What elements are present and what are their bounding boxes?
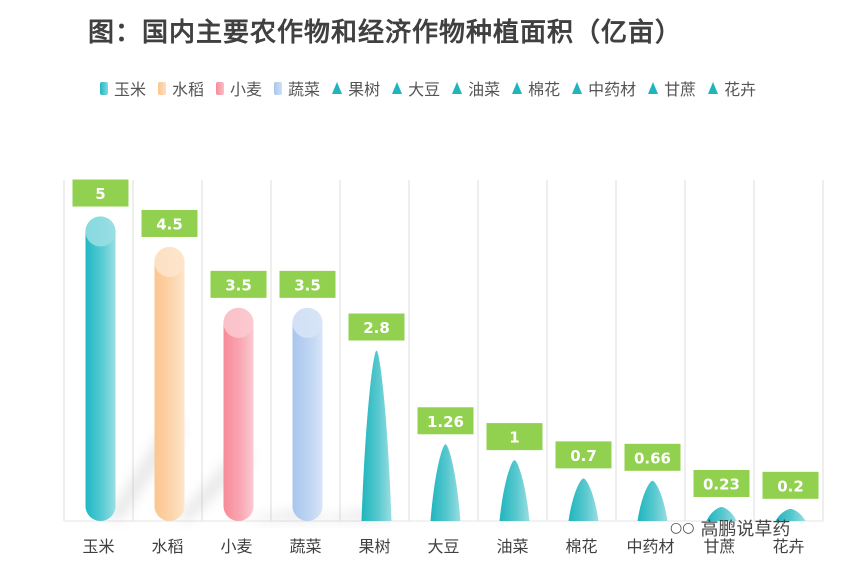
watermark-text: 高鹏说草药 [700,519,791,540]
x-tick-label: 甘蔗 [703,537,735,556]
data-label: 0.23 [703,475,740,493]
legend-item[interactable]: 棉花 [512,76,560,100]
legend-item[interactable]: 玉米 [100,76,146,100]
legend-item[interactable]: 花卉 [708,76,756,100]
legend-swatch [100,81,108,95]
x-tick-label: 棉花 [565,537,597,556]
legend-triangle-marker [572,82,583,94]
bar [637,480,668,521]
legend-triangle-marker [648,82,659,94]
bar-top-cap [154,246,185,277]
legend-item[interactable]: 果树 [332,76,380,100]
watermark: ○○ 高鹏说草药 [670,515,790,541]
data-label-box [486,423,543,451]
data-label: 3.5 [294,276,321,294]
data-label: 3.5 [225,276,252,294]
legend-swatch [158,81,167,95]
legend-label: 棉花 [528,80,561,99]
bar [292,307,323,521]
legend-item[interactable]: 水稻 [158,76,204,100]
bar [361,350,392,521]
legend-label: 玉米 [114,80,147,99]
legend-label: 中药材 [588,80,637,99]
legend-label: 水稻 [172,80,205,99]
x-tick-label: 中药材 [626,537,674,556]
legend-triangle-marker [512,82,523,94]
x-tick-label: 玉米 [82,537,114,556]
data-label-box [210,270,267,298]
legend-item[interactable]: 小麦 [216,76,262,100]
bar [85,216,116,522]
bar [568,478,599,521]
data-label-box [72,179,129,207]
legend-item[interactable]: 甘蔗 [648,76,696,100]
data-label: 4.5 [156,215,183,233]
legend-item[interactable]: 大豆 [392,76,440,100]
legend-item[interactable]: 蔬菜 [274,76,320,100]
data-label-box [762,471,819,499]
wechat-icon: ○○ [670,520,695,536]
data-label: 0.7 [570,447,597,465]
legend-triangle-marker [452,82,463,94]
bar [223,307,254,521]
chart-title: 图：国内主要农作物和经济作物种植面积（亿亩） [88,18,683,48]
data-label-box [279,270,336,298]
legend-item[interactable]: 中药材 [572,76,636,100]
legend-triangle-marker [392,82,403,94]
data-label: 2.8 [363,319,390,337]
legend-swatch [274,81,283,95]
legend-label: 小麦 [230,80,263,99]
bar-top-cap [85,216,116,247]
legend-triangle-marker [332,82,343,94]
data-label: 0.66 [634,449,671,467]
x-tick-label: 花卉 [772,537,804,556]
data-label-box [417,407,474,435]
bar [706,506,737,521]
data-label: 1.26 [427,413,464,431]
legend-label: 大豆 [408,80,441,99]
legend-item[interactable]: 油菜 [452,76,500,100]
data-label: 1 [509,429,519,447]
bar-top-cap [223,307,254,338]
legend-label: 油菜 [468,80,501,99]
data-label: 5 [95,185,105,203]
x-tick-label: 小麦 [220,537,252,556]
bar [430,444,461,521]
data-label-box [141,209,198,237]
data-label-box [693,469,750,497]
legend: 玉米 水稻 小麦 蔬菜 果树 大豆 油菜 棉花 中药材 甘蔗 花卉 [100,76,800,100]
bar-top-cap [292,307,323,338]
bar [499,460,530,521]
bar [775,508,806,521]
data-label: 0.2 [777,477,804,495]
legend-triangle-marker [708,82,719,94]
x-tick-label: 大豆 [427,537,459,556]
data-label-box [555,441,612,469]
x-tick-label: 蔬菜 [289,537,321,556]
x-tick-label: 水稻 [151,537,183,556]
legend-label: 果树 [348,80,381,99]
legend-label: 蔬菜 [288,80,321,99]
data-label-box [624,443,681,471]
legend-swatch [216,81,225,95]
legend-label: 甘蔗 [664,80,697,99]
legend-label: 花卉 [724,80,757,99]
data-label-box [348,313,405,341]
x-tick-label: 油菜 [496,537,528,556]
x-tick-label: 果树 [358,537,390,556]
bar [154,246,185,521]
